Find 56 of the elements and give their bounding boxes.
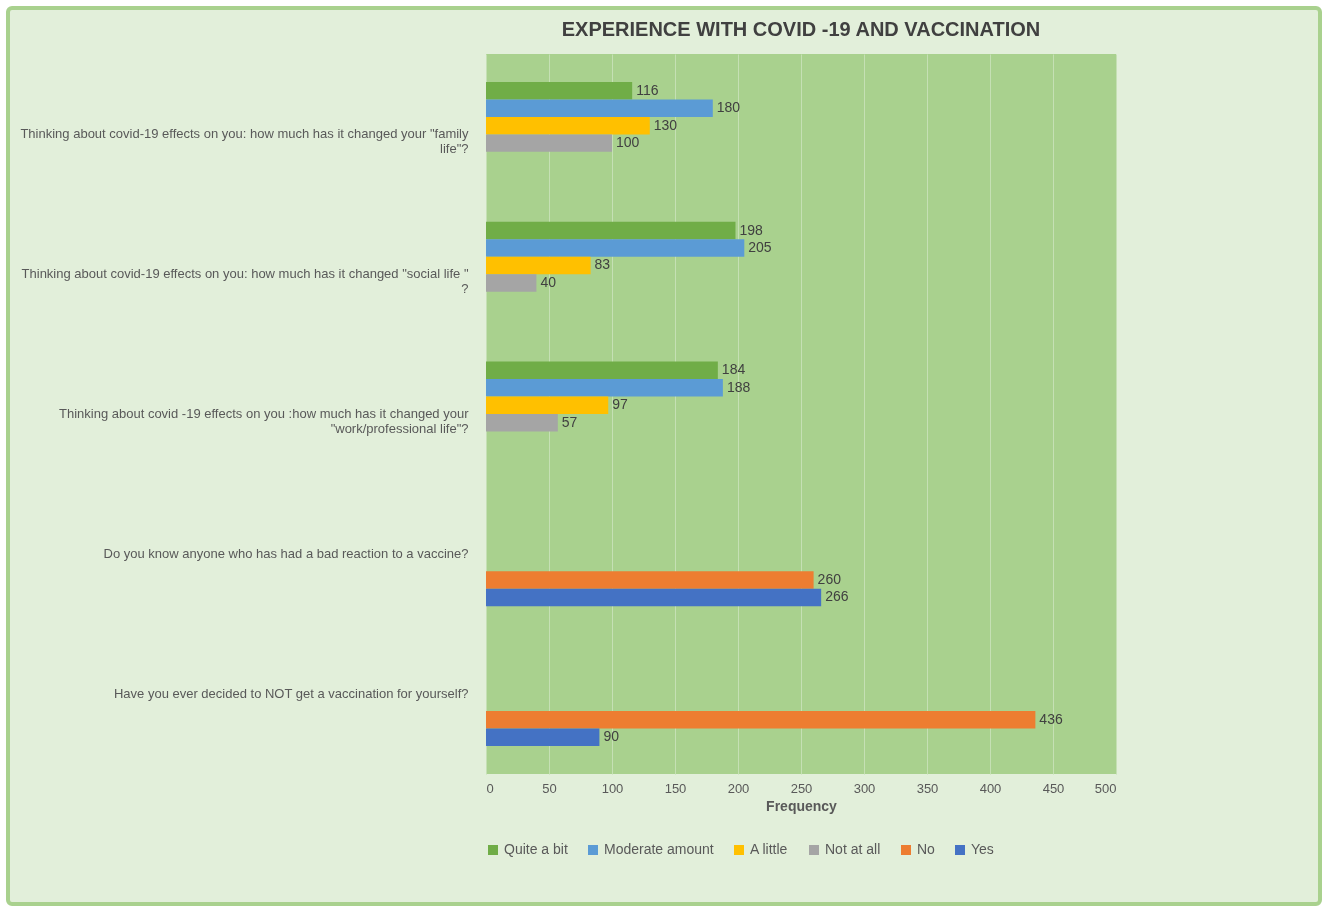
y-tick-label: Thinking about covid -19 effects on you :how much has it changed your "work/professional life"?	[58, 406, 470, 436]
bar	[486, 361, 718, 380]
data-label: 40	[540, 273, 557, 290]
data-label: 130	[653, 116, 678, 133]
bar	[486, 728, 600, 747]
data-label: 198	[739, 221, 764, 238]
bar	[486, 256, 591, 275]
x-tick-label: 200	[727, 780, 750, 796]
data-label: 188	[726, 378, 751, 395]
bar	[486, 396, 609, 414]
bar	[486, 221, 736, 240]
data-label: 180	[716, 99, 741, 116]
x-tick-label: 450	[1042, 780, 1065, 796]
data-label: 184	[721, 361, 746, 378]
data-label: 266	[825, 588, 849, 605]
y-tick-label: Do you know anyone who has had a bad reaction to a vaccine?	[103, 545, 469, 561]
data-label: 83	[594, 256, 611, 273]
data-label: 436	[1039, 710, 1063, 727]
y-tick-label: Thinking about covid-19 effects on you: how much has it changed "social life " ?	[21, 266, 469, 297]
data-label: 116	[636, 81, 659, 98]
data-label: 260	[817, 571, 842, 588]
bar	[486, 414, 558, 432]
data-label: 205	[748, 238, 772, 255]
y-tick-label: Thinking about covid-19 effects on you: how much has it changed your "family life"?	[20, 126, 469, 157]
x-tick-label: 400	[979, 780, 1002, 796]
bar	[486, 81, 633, 100]
legend-label: Not at all	[825, 841, 881, 857]
legend-label: Quite a bit	[504, 841, 568, 857]
bar	[486, 239, 745, 257]
legend-label: Moderate amount	[604, 841, 714, 857]
x-axis-title: Frequency	[766, 797, 838, 814]
x-tick-label: 0	[486, 780, 494, 796]
bar	[486, 99, 713, 117]
bar	[486, 571, 814, 589]
data-label: 97	[612, 396, 629, 413]
legend-label: Yes	[971, 841, 994, 857]
y-tick-label: Have you ever decided to NOT get a vaccination for yourself?	[113, 685, 469, 701]
legend-label: No	[917, 841, 936, 857]
x-tick-label: 100	[601, 780, 624, 796]
bar	[486, 379, 723, 397]
x-tick-label: 250	[790, 780, 813, 796]
x-tick-label: 300	[853, 780, 876, 796]
bar	[486, 711, 1036, 729]
data-label: 90	[603, 728, 620, 745]
x-tick-label: 500	[1094, 780, 1117, 796]
x-tick-label: 150	[664, 780, 687, 796]
chart-title: EXPERIENCE WITH COVID -19 AND VACCINATION	[561, 18, 1041, 40]
x-tick-label: 350	[916, 780, 939, 796]
bar	[486, 116, 650, 135]
x-tick-label: 50	[542, 780, 557, 796]
data-label: 57	[561, 413, 578, 430]
legend-label: A little	[750, 841, 788, 857]
bar	[486, 134, 612, 152]
bar	[486, 274, 537, 292]
data-label: 100	[616, 134, 640, 151]
bar	[486, 588, 822, 607]
